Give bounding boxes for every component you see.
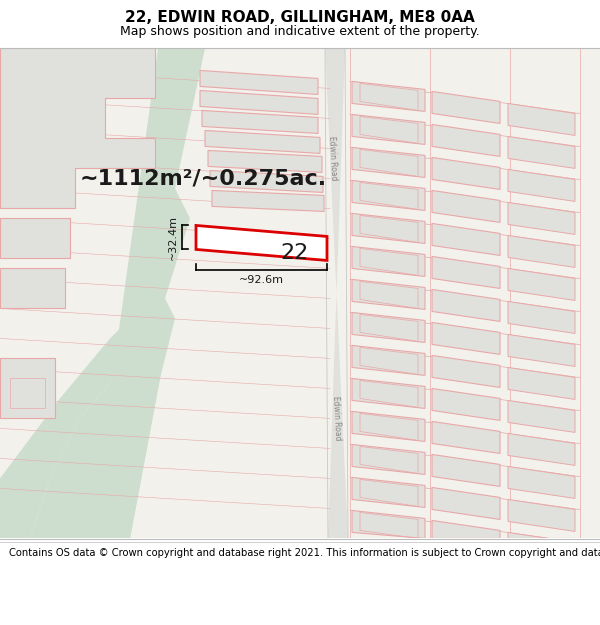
Polygon shape (432, 356, 500, 388)
Polygon shape (508, 169, 575, 201)
Polygon shape (508, 202, 575, 234)
Polygon shape (210, 171, 323, 192)
Text: Edwin Road: Edwin Road (328, 136, 338, 181)
Text: 22: 22 (281, 243, 309, 263)
Polygon shape (0, 48, 600, 538)
Polygon shape (0, 288, 175, 538)
Polygon shape (508, 136, 575, 168)
Polygon shape (508, 236, 575, 268)
Polygon shape (508, 401, 575, 432)
Polygon shape (508, 433, 575, 466)
Polygon shape (352, 279, 425, 309)
Polygon shape (202, 111, 318, 133)
Polygon shape (432, 388, 500, 421)
Polygon shape (508, 301, 575, 333)
Polygon shape (432, 488, 500, 519)
Polygon shape (0, 218, 70, 258)
Polygon shape (432, 322, 500, 354)
Polygon shape (432, 223, 500, 256)
Text: Edwin Road: Edwin Road (331, 396, 343, 441)
Polygon shape (432, 256, 500, 288)
Polygon shape (352, 213, 425, 243)
Polygon shape (432, 289, 500, 321)
Polygon shape (432, 91, 500, 123)
Polygon shape (352, 444, 425, 474)
Polygon shape (508, 466, 575, 498)
Polygon shape (90, 48, 205, 538)
Polygon shape (432, 454, 500, 486)
Polygon shape (432, 521, 500, 538)
Polygon shape (508, 368, 575, 399)
Polygon shape (508, 334, 575, 366)
Polygon shape (212, 191, 324, 211)
Polygon shape (352, 114, 425, 144)
Polygon shape (0, 358, 55, 418)
Polygon shape (352, 148, 425, 178)
Polygon shape (508, 499, 575, 531)
Polygon shape (10, 378, 45, 409)
Polygon shape (200, 71, 318, 94)
Polygon shape (200, 91, 318, 114)
Polygon shape (432, 421, 500, 453)
Polygon shape (352, 346, 425, 376)
Polygon shape (208, 151, 322, 173)
Polygon shape (352, 411, 425, 441)
Polygon shape (508, 103, 575, 136)
Text: 22, EDWIN ROAD, GILLINGHAM, ME8 0AA: 22, EDWIN ROAD, GILLINGHAM, ME8 0AA (125, 11, 475, 26)
Polygon shape (432, 124, 500, 156)
Text: ~32.4m: ~32.4m (168, 215, 178, 260)
Polygon shape (508, 532, 575, 542)
Polygon shape (352, 81, 425, 111)
Text: Map shows position and indicative extent of the property.: Map shows position and indicative extent… (120, 25, 480, 38)
Text: Contains OS data © Crown copyright and database right 2021. This information is : Contains OS data © Crown copyright and d… (9, 548, 600, 558)
Polygon shape (0, 268, 65, 308)
Polygon shape (352, 511, 425, 538)
Text: ~92.6m: ~92.6m (239, 276, 284, 286)
Polygon shape (30, 358, 160, 538)
Polygon shape (352, 181, 425, 211)
Polygon shape (432, 158, 500, 189)
Polygon shape (352, 378, 425, 409)
Polygon shape (352, 246, 425, 276)
Polygon shape (432, 191, 500, 222)
Polygon shape (0, 48, 155, 208)
Polygon shape (196, 226, 327, 261)
Polygon shape (352, 312, 425, 342)
Text: ~1112m²/~0.275ac.: ~1112m²/~0.275ac. (80, 168, 327, 188)
Polygon shape (325, 48, 348, 538)
Polygon shape (205, 131, 320, 153)
Polygon shape (508, 268, 575, 301)
Polygon shape (352, 478, 425, 508)
